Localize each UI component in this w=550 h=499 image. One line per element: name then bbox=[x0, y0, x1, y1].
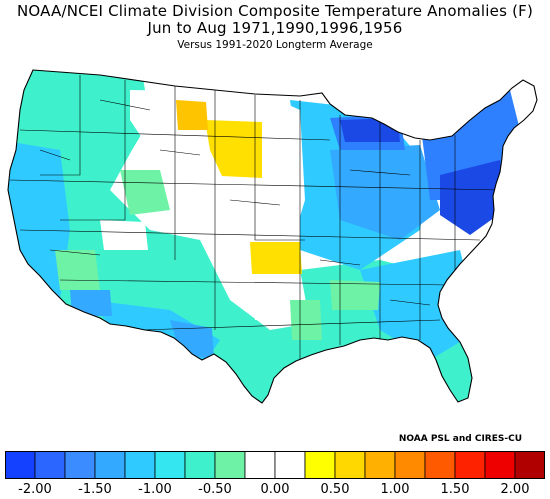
fill-warm-dakotas bbox=[205, 120, 262, 178]
division-line-b bbox=[39, 149, 431, 306]
fill-cool-green-1 bbox=[120, 170, 170, 215]
colorbar-tick-label: -1.50 bbox=[78, 482, 112, 497]
colorbar-swatch bbox=[184, 451, 216, 479]
title-line-2: Jun to Aug 1971,1990,1996,1956 bbox=[147, 19, 403, 37]
colorbar-swatch bbox=[514, 451, 545, 479]
colorbar-swatch bbox=[94, 451, 126, 479]
colorbar-swatch bbox=[364, 451, 396, 479]
state-line-2 bbox=[60, 80, 126, 221]
colorbar-tick-label: 1.50 bbox=[440, 482, 470, 497]
fill-mild-cool-ohio bbox=[330, 145, 440, 240]
colorbar-swatch bbox=[304, 451, 336, 479]
colorbar-tick-label: 0.50 bbox=[320, 482, 350, 497]
colorbar-tick-label: 0.00 bbox=[260, 482, 290, 497]
colorbar-swatch bbox=[484, 451, 516, 479]
colorbar-swatch bbox=[34, 451, 66, 479]
us-climate-division-map bbox=[7, 69, 538, 404]
colorbar-swatch bbox=[214, 451, 246, 479]
colorbar-tick-label: -1.00 bbox=[138, 482, 172, 497]
colorbar-outline bbox=[5, 451, 545, 479]
colorbar-swatch bbox=[154, 451, 186, 479]
colorbar-swatch bbox=[394, 451, 426, 479]
state-line-13 bbox=[19, 229, 481, 241]
colorbar-swatch bbox=[454, 451, 486, 479]
division-line-a bbox=[99, 99, 411, 206]
colorbar-tick-label: -0.50 bbox=[198, 482, 232, 497]
state-line-1 bbox=[40, 75, 81, 176]
fill-cool-green-2 bbox=[55, 250, 100, 290]
fill-neutral-west bbox=[100, 220, 148, 250]
colorbar-swatch bbox=[64, 451, 96, 479]
colorbar bbox=[5, 451, 545, 479]
colorbar-tick-label: 1.00 bbox=[380, 482, 410, 497]
colorbar-swatch bbox=[244, 451, 276, 479]
fill-warm-kansas bbox=[250, 242, 302, 274]
state-line-11 bbox=[19, 129, 331, 141]
colorbar-tick-label: -2.00 bbox=[18, 482, 52, 497]
title-line-3: Versus 1991-2020 Longterm Average bbox=[177, 39, 373, 51]
division-fills bbox=[8, 70, 537, 403]
colorbar-swatch bbox=[5, 451, 36, 479]
fill-warm-orange-montana bbox=[176, 100, 208, 130]
credit-text: NOAA PSL and CIRES-CU bbox=[398, 434, 522, 444]
fill-mild-cool-nevada bbox=[70, 290, 112, 316]
fill-cool-green-4 bbox=[330, 280, 380, 310]
fill-strong-cool-midatlantic bbox=[440, 160, 505, 235]
colorbar-swatch bbox=[424, 451, 456, 479]
division-boundaries bbox=[9, 75, 501, 360]
title-line-1: NOAA/NCEI Climate Division Composite Tem… bbox=[16, 2, 534, 20]
fill-strong-cool-wisconsin bbox=[340, 118, 400, 142]
colorbar-swatch bbox=[334, 451, 366, 479]
state-line-14 bbox=[59, 279, 451, 286]
colorbar-swatch bbox=[274, 451, 306, 479]
state-line-15 bbox=[139, 319, 441, 331]
colorbar-swatch bbox=[124, 451, 156, 479]
state-line-12 bbox=[9, 179, 501, 191]
fill-neutral-tx bbox=[250, 270, 290, 320]
colorbar-tick-label: 2.00 bbox=[500, 482, 530, 497]
fill-cool-green-3 bbox=[290, 300, 322, 340]
state-line-5 bbox=[254, 95, 305, 241]
